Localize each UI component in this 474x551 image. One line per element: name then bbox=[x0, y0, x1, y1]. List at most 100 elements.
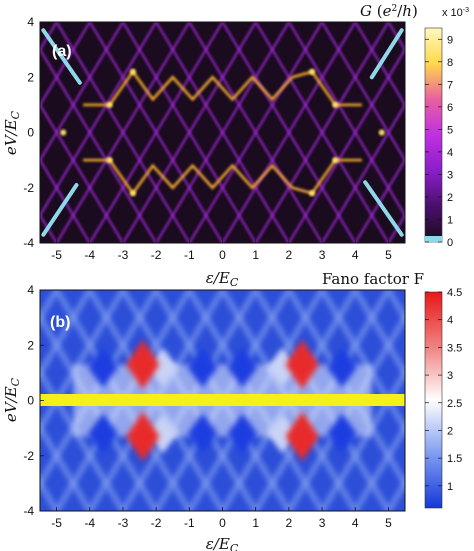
conductance-peak bbox=[332, 101, 339, 108]
conductance-line bbox=[354, 22, 405, 107]
colorbar-tick-label: 7 bbox=[447, 79, 453, 91]
colorbar-tick-label: 4 bbox=[447, 315, 453, 327]
panel-b-y-ticks: -4 -2 0 2 4 bbox=[23, 283, 44, 518]
negative-conductance-edge bbox=[41, 28, 82, 85]
panel-a-conductance-lines bbox=[40, 22, 405, 243]
conductance-line bbox=[40, 158, 91, 243]
colorbar-tick-label: 4.5 bbox=[447, 287, 462, 299]
panel-b-y-axis-label: eV/EC bbox=[2, 377, 22, 422]
conductance-line bbox=[354, 158, 405, 243]
fano-mid-diamond bbox=[147, 414, 178, 453]
fano-mid-diamond bbox=[267, 414, 298, 453]
y-tick-label: 0 bbox=[27, 126, 34, 140]
x-tick-label: 1 bbox=[252, 248, 259, 262]
hot-conductance-lower bbox=[83, 158, 362, 196]
negative-conductance-edge bbox=[41, 182, 79, 237]
colorbar-tick-label: 2 bbox=[447, 425, 453, 437]
panel-b-colorbar bbox=[424, 291, 443, 509]
panel-a-label: (a) bbox=[52, 43, 72, 60]
colorbar-tick-label: 5 bbox=[447, 124, 453, 136]
colorbar-tick-label: 2.5 bbox=[447, 398, 462, 410]
panel-b-colorbar-label: Fano factor F bbox=[322, 270, 424, 288]
colorbar-tick-label: 0 bbox=[447, 237, 453, 249]
x-tick-label: -4 bbox=[84, 248, 95, 262]
x-tick-label: -2 bbox=[151, 516, 162, 530]
fano-stripe bbox=[40, 423, 92, 511]
x-tick-label: 5 bbox=[385, 248, 392, 262]
conductance-line bbox=[221, 22, 357, 243]
fano-mid-diamond bbox=[267, 348, 298, 387]
conductance-peak bbox=[129, 190, 136, 197]
fano-low-diamond bbox=[227, 346, 258, 389]
y-tick-label: -4 bbox=[23, 504, 34, 518]
conductance-line bbox=[122, 22, 257, 243]
fano-high-diamond bbox=[126, 339, 160, 390]
colorbar-tick-label: 1 bbox=[447, 214, 453, 226]
conductance-peak bbox=[129, 68, 136, 75]
fano-low-diamond bbox=[227, 412, 258, 455]
panel-a-y-ticks: -4 -2 0 2 4 bbox=[23, 15, 44, 250]
y-tick-label: -2 bbox=[23, 449, 34, 463]
colorbar-tick-label: 2 bbox=[447, 192, 453, 204]
negative-conductance-edge bbox=[363, 180, 404, 237]
fano-low-diamond bbox=[88, 412, 118, 455]
x-tick-label: -4 bbox=[84, 516, 95, 530]
x-tick-label: 0 bbox=[219, 248, 226, 262]
conductance-peak bbox=[309, 190, 316, 197]
colorbar-tick-label: 6 bbox=[447, 102, 453, 114]
fano-high-diamond bbox=[285, 411, 319, 462]
panel-a-colorbar-negative-cap bbox=[425, 236, 442, 242]
colorbar-tick-label: 3 bbox=[447, 169, 453, 181]
x-tick-label: 5 bbox=[385, 516, 392, 530]
fano-stripe bbox=[40, 290, 92, 378]
fano-low-diamond bbox=[187, 412, 218, 455]
x-tick-label: 2 bbox=[286, 516, 293, 530]
x-tick-label: 0 bbox=[219, 516, 226, 530]
hot-conductance-upper bbox=[83, 69, 362, 107]
conductance-line bbox=[254, 22, 390, 243]
fano-low-diamond bbox=[187, 346, 218, 389]
colorbar-tick-label: 8 bbox=[447, 57, 453, 69]
y-tick-label: 0 bbox=[27, 394, 34, 408]
conductance-peak bbox=[309, 68, 316, 75]
panel-b-x-ticks: -5 -4 -3 -2 -1 0 1 2 3 4 5 bbox=[51, 507, 392, 530]
colorbar-tick-label: 9 bbox=[447, 34, 453, 46]
conductance-line bbox=[40, 102, 124, 243]
y-tick-label: 2 bbox=[27, 338, 34, 352]
panel-b-colorbar-ticks: 1 1.5 2 2.5 3 3.5 4 4.5 bbox=[425, 287, 462, 493]
conductance-line bbox=[155, 22, 290, 243]
x-tick-label: -2 bbox=[151, 248, 162, 262]
colorbar-tick-label: 1.5 bbox=[447, 453, 462, 465]
fano-high-diamond bbox=[285, 339, 319, 390]
panel-a-negative-conductance-edges bbox=[41, 28, 404, 237]
panel-a-colorbar bbox=[424, 27, 443, 243]
conductance-peak bbox=[106, 101, 113, 108]
x-tick-label: -1 bbox=[184, 516, 195, 530]
conductance-peak bbox=[332, 157, 339, 164]
panel-b-zero-bias-band bbox=[40, 394, 405, 406]
conductance-peak bbox=[60, 129, 67, 136]
fano-low-diamond bbox=[327, 412, 357, 455]
conductance-line bbox=[40, 22, 91, 107]
negative-conductance-edge bbox=[369, 28, 404, 80]
x-tick-label: 1 bbox=[252, 516, 259, 530]
panel-a-colorbar-label: G (e2/h) bbox=[360, 2, 418, 20]
colorbar-tick-label: 3.5 bbox=[447, 342, 462, 354]
panel-a-y-axis-label: eV/EC bbox=[2, 110, 22, 155]
fano-stripe bbox=[353, 423, 405, 511]
conductance-line bbox=[188, 22, 323, 243]
panel-a-x-ticks: -5 -4 -3 -2 -1 0 1 2 3 4 5 bbox=[51, 239, 392, 262]
x-tick-label: -3 bbox=[118, 516, 129, 530]
y-tick-label: 4 bbox=[27, 15, 34, 29]
x-tick-label: 4 bbox=[352, 248, 359, 262]
colorbar-tick-label: 1 bbox=[447, 481, 453, 493]
conductance-peak bbox=[106, 157, 113, 164]
panel-a-colorbar-ticks: 0 1 2 3 4 5 6 7 8 9 bbox=[425, 34, 453, 249]
x-tick-label: -5 bbox=[51, 516, 62, 530]
fano-mid-diamond bbox=[147, 348, 178, 387]
conductance-line bbox=[55, 22, 191, 243]
conductance-line bbox=[40, 47, 157, 243]
